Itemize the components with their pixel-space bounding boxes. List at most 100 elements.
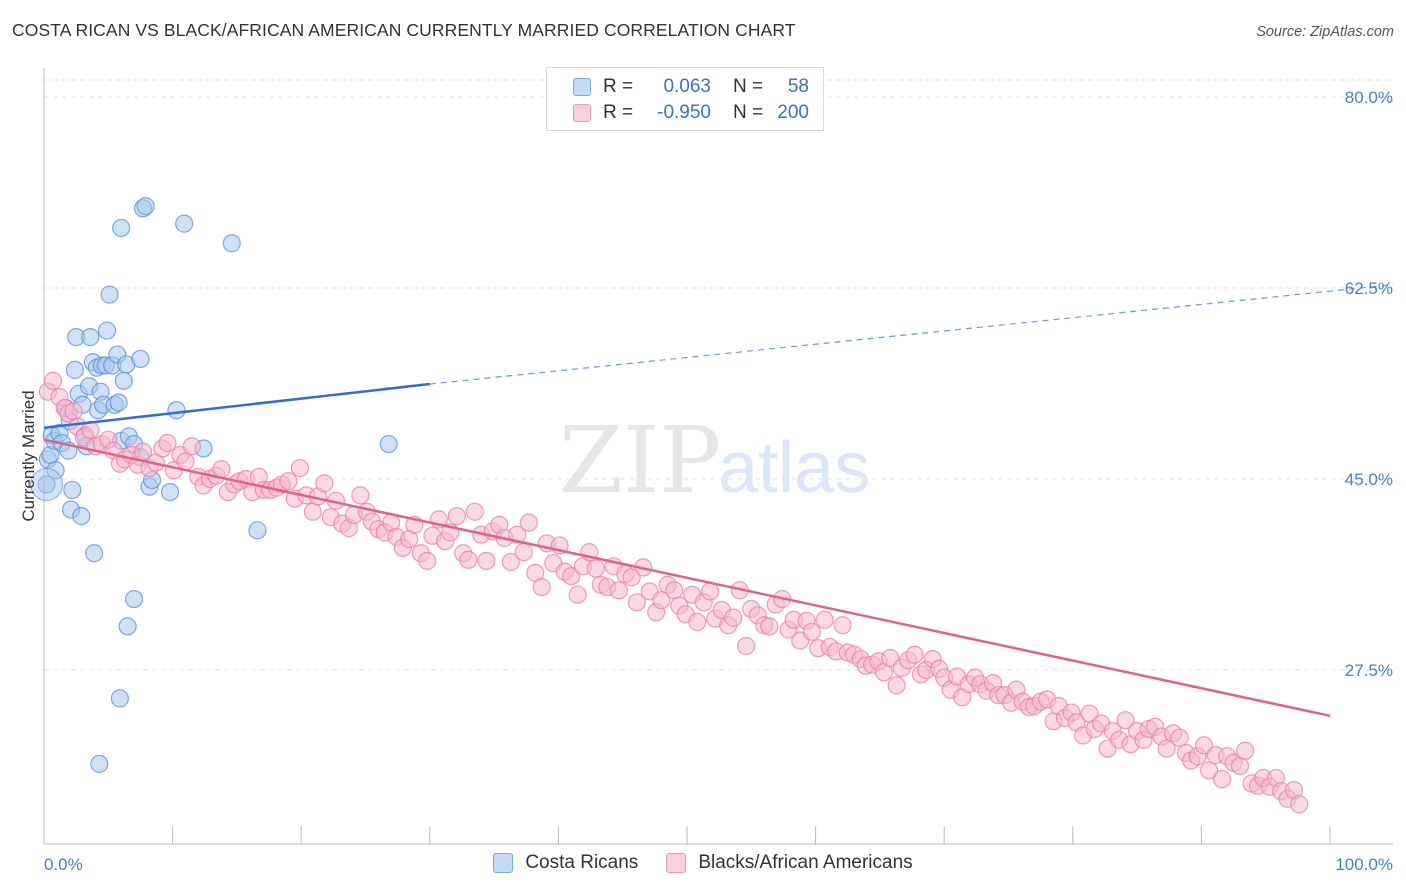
data-point: [131, 349, 150, 369]
data-point: [110, 689, 129, 708]
data-point: [175, 214, 194, 233]
data-point: [109, 393, 128, 412]
data-point: [290, 458, 310, 478]
series-legend: Costa Ricans Blacks/African Americans: [0, 852, 1406, 874]
data-point: [609, 581, 628, 600]
n-label: N =: [733, 76, 764, 97]
r-label: R =: [603, 76, 634, 97]
data-point: [737, 636, 756, 656]
data-point: [85, 544, 104, 563]
data-point: [586, 559, 605, 578]
data-point: [118, 617, 137, 636]
data-point: [514, 543, 533, 562]
gridlines: [44, 79, 1393, 671]
legend-swatch-blue: [573, 78, 591, 96]
data-point: [724, 608, 743, 627]
trend-line-costa-ricans: [43, 382, 430, 429]
data-point: [501, 552, 520, 572]
r-value: -0.950: [657, 102, 711, 123]
watermark-atlas: atlas: [718, 428, 870, 508]
data-point: [81, 328, 100, 347]
data-point: [1194, 736, 1214, 755]
data-point: [1236, 741, 1255, 760]
y-tick-labels: 80.0% 62.5% 45.0% 27.5%: [1345, 88, 1393, 680]
data-point: [90, 754, 109, 773]
n-value: 58: [787, 76, 809, 97]
data-point: [622, 568, 641, 587]
data-point: [815, 610, 834, 629]
data-point: [562, 567, 581, 586]
legend-item-blacks: Blacks/African Americans: [666, 852, 913, 874]
data-point: [112, 218, 131, 238]
data-point: [65, 360, 84, 379]
data-point: [379, 434, 398, 454]
x-tick-left: 0.0%: [44, 855, 83, 874]
legend-row-costa-ricans: R = 0.063 N = 58: [573, 75, 809, 99]
stats-legend: R = 0.063 N = 58 R = -0.950 N = 200: [546, 67, 824, 131]
legend-swatch-pink: [666, 853, 687, 873]
watermark-zip: ZIP: [559, 407, 721, 514]
x-tick-labels: 0.0% 100.0%: [44, 855, 1393, 874]
trend-line-costa-ricans-extension: [429, 284, 1394, 385]
data-point: [315, 474, 334, 493]
legend-swatch-pink: [573, 104, 591, 122]
r-value: 0.063: [663, 76, 711, 97]
data-point: [465, 502, 484, 521]
data-point: [248, 521, 267, 540]
data-point: [176, 452, 195, 471]
y-axis-label: Currently Married: [19, 390, 38, 521]
data-point: [887, 676, 906, 695]
data-point: [100, 285, 119, 304]
data-point: [519, 513, 538, 532]
data-point: [279, 472, 298, 491]
data-point: [760, 617, 779, 636]
data-point: [222, 234, 241, 253]
data-point: [136, 197, 155, 216]
data-point: [1116, 711, 1135, 730]
r-label: R =: [603, 102, 634, 123]
n-value: 200: [777, 102, 809, 123]
data-point: [124, 589, 144, 609]
data-point: [303, 502, 322, 521]
y-tick-label: 62.5%: [1345, 279, 1393, 298]
legend-row-blacks: R = -0.950 N = 200: [573, 101, 809, 125]
data-point: [459, 550, 478, 569]
data-point: [665, 581, 684, 600]
legend-swatch-blue: [493, 853, 514, 873]
data-point: [627, 593, 646, 612]
x-tick-right: 100.0%: [1335, 855, 1393, 874]
data-point: [64, 402, 83, 421]
chart-title: COSTA RICAN VS BLACK/AFRICAN AMERICAN CU…: [12, 20, 796, 40]
data-point: [701, 582, 720, 601]
data-point: [97, 321, 117, 340]
series-costa-ricans: [29, 197, 398, 773]
data-point: [1290, 795, 1309, 814]
series-blacks-african-americans: [38, 371, 1309, 814]
data-point: [1212, 770, 1232, 789]
data-point: [1230, 756, 1250, 776]
data-point: [158, 433, 177, 453]
data-point: [1200, 761, 1219, 780]
data-point: [1170, 728, 1189, 747]
legend-item-costa-ricans: Costa Ricans: [493, 852, 638, 874]
trend-line-blacks: [43, 438, 1331, 718]
y-tick-label: 45.0%: [1345, 470, 1393, 489]
data-point: [418, 551, 437, 570]
data-point: [72, 507, 91, 526]
data-point-large: [29, 467, 64, 502]
data-point: [43, 371, 63, 390]
data-point: [160, 482, 180, 502]
data-point: [351, 486, 370, 505]
legend-label: Costa Ricans: [525, 852, 639, 873]
data-point: [833, 616, 852, 635]
data-point: [477, 551, 496, 570]
data-point: [447, 507, 466, 526]
data-point: [212, 460, 231, 479]
data-point: [688, 612, 707, 632]
data-point: [802, 622, 821, 641]
y-tick-label: 27.5%: [1345, 661, 1393, 680]
data-point: [1157, 739, 1176, 758]
data-point: [508, 525, 527, 544]
data-point: [905, 645, 924, 664]
